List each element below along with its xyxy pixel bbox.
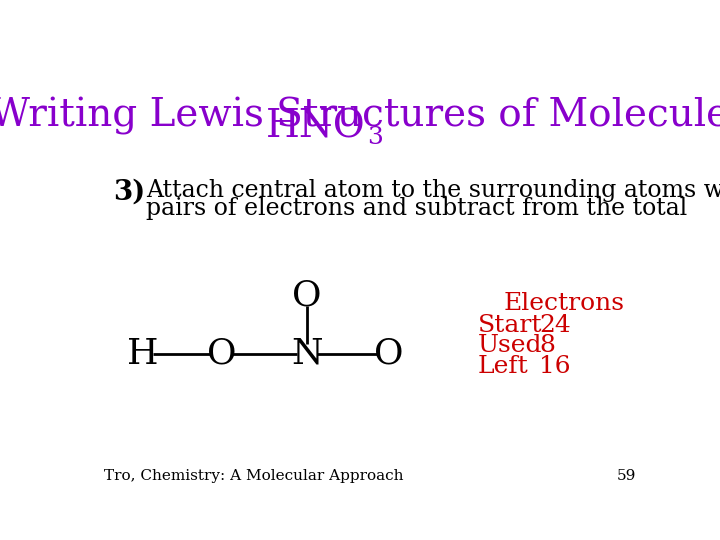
Text: HNO: HNO — [266, 109, 366, 146]
Text: Electrons: Electrons — [504, 292, 625, 315]
Text: 3: 3 — [367, 126, 383, 149]
Text: N: N — [291, 336, 323, 370]
Text: Writing Lewis Structures of Molecules: Writing Lewis Structures of Molecules — [0, 97, 720, 135]
Text: O: O — [292, 279, 322, 313]
Text: Left: Left — [477, 355, 528, 378]
Text: Attach central atom to the surrounding atoms with: Attach central atom to the surrounding a… — [145, 179, 720, 202]
Text: 24: 24 — [539, 314, 571, 336]
Text: pairs of electrons and subtract from the total: pairs of electrons and subtract from the… — [145, 197, 687, 220]
Text: 59: 59 — [617, 469, 636, 483]
Text: 3): 3) — [113, 179, 145, 206]
Text: O: O — [374, 336, 403, 370]
Text: O: O — [207, 336, 236, 370]
Text: Tro, Chemistry: A Molecular Approach: Tro, Chemistry: A Molecular Approach — [104, 469, 403, 483]
Text: H: H — [127, 336, 158, 370]
Text: Used: Used — [477, 334, 542, 357]
Text: Start: Start — [477, 314, 542, 336]
Text: 16: 16 — [539, 355, 571, 378]
Text: 8: 8 — [539, 334, 555, 357]
